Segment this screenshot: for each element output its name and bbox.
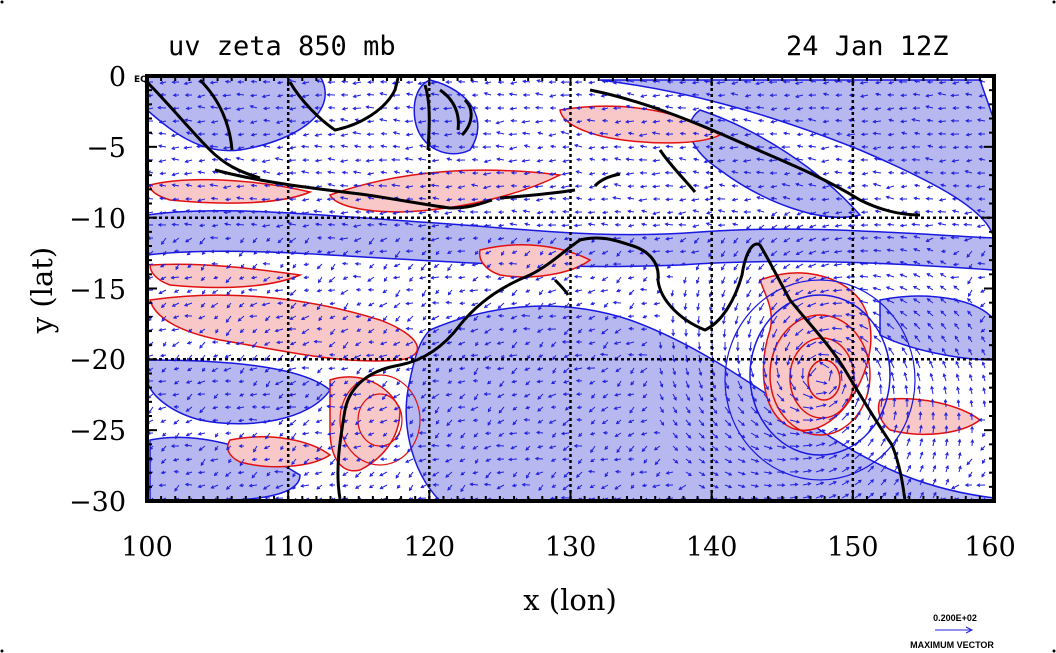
x-axis-label: x (lon)	[523, 583, 617, 617]
coast-java	[214, 168, 493, 210]
x-tick-110: 110	[262, 532, 314, 563]
x-tick-130: 130	[545, 532, 597, 563]
y-tick-m15: −15	[69, 275, 126, 306]
axis-ticks	[146, 75, 995, 502]
coast-borneo	[198, 77, 400, 151]
equator-label: EQ	[134, 75, 148, 85]
x-tick-labels: 100 110 120 130 140 150 160	[121, 532, 1016, 563]
x-tick-140: 140	[686, 532, 738, 563]
y-tick-m30: −30	[69, 487, 126, 518]
y-tick-m20: −20	[69, 345, 126, 376]
y-axis-label: y (lat)	[25, 247, 59, 334]
x-tick-150: 150	[827, 532, 879, 563]
y-tick-m10: −10	[69, 204, 126, 235]
coast-new-guinea	[589, 88, 921, 217]
x-tick-120: 120	[404, 532, 456, 563]
coast-australia	[336, 236, 907, 501]
cyclone-contours	[339, 279, 916, 481]
vector-legend-label: MAXIMUM VECTOR	[910, 640, 994, 650]
vector-legend-value: 0.200E+02	[933, 613, 977, 623]
title-left: uv zeta 850 mb	[168, 31, 396, 62]
x-tick-100: 100	[121, 532, 173, 563]
x-tick-160: 160	[964, 532, 1016, 563]
y-tick-0: 0	[109, 62, 126, 93]
coast-timor	[593, 172, 621, 188]
coast-sulawesi	[423, 84, 473, 151]
coast-gulf-islands	[553, 278, 570, 296]
y-tick-m25: −25	[69, 416, 126, 447]
title-right: 24 Jan 12Z	[786, 31, 949, 62]
negative-vorticity-areas	[147, 76, 994, 501]
coastlines	[147, 77, 921, 501]
wind-vector-field	[147, 78, 987, 501]
vector-legend: 0.200E+02 MAXIMUM VECTOR	[910, 613, 994, 650]
gridlines	[147, 76, 994, 501]
coast-sumatra	[147, 80, 261, 180]
y-tick-labels: 0 −5 −10 −15 −20 −25 −30	[69, 62, 126, 518]
plot-area	[147, 76, 994, 501]
coast-lesser-sunda	[499, 188, 576, 200]
y-tick-m5: −5	[86, 133, 126, 164]
